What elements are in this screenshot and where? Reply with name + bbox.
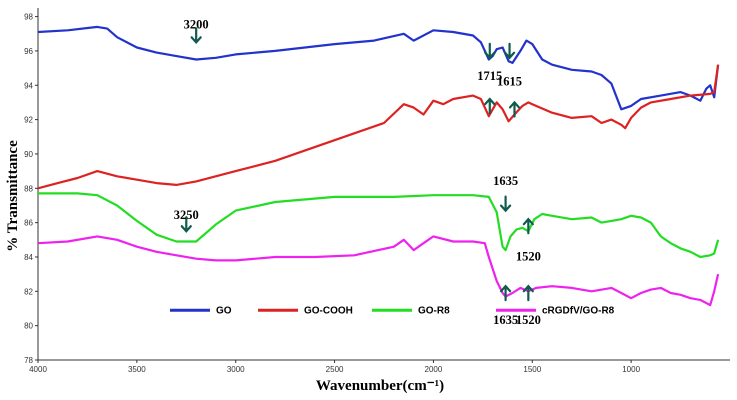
legend-label: GO-R8 [418, 306, 450, 317]
annotation-label: 1520 [516, 313, 541, 327]
legend-label: GO-COOH [304, 306, 353, 317]
series-lines [37, 25, 720, 307]
annotation-arrow [503, 42, 516, 60]
series-line-go [37, 25, 720, 111]
y-tick-label: 98 [24, 13, 33, 22]
legend-label: GO [216, 306, 232, 317]
y-tick-label: 78 [24, 356, 33, 365]
annotation-arrow [484, 42, 496, 60]
x-tick-label: 3000 [227, 365, 245, 374]
legend-label: cRGDfV/GO-R8 [542, 306, 615, 317]
x-axis-title: Wavenumber(cm⁻¹) [316, 378, 444, 394]
axes [37, 8, 730, 361]
annotation-label: 3200 [184, 18, 209, 32]
x-tick-label: 1000 [622, 365, 640, 374]
y-tick-label: 82 [24, 287, 33, 296]
annotation-arrow [180, 216, 192, 233]
y-axis-ticks: 78 80 82 84 86 88 90 92 94 96 98 [24, 13, 38, 365]
annotation-label: 3250 [174, 208, 199, 222]
annotation-arrow [522, 217, 534, 235]
annotation-label: 1715 [477, 69, 502, 83]
annotation-arrow [499, 195, 512, 213]
y-tick-label: 84 [24, 253, 33, 262]
x-axis-ticks: 4000 3500 3000 2500 2000 1500 1000 [29, 360, 641, 374]
y-tick-label: 80 [24, 322, 33, 331]
annotation-arrow [522, 284, 534, 302]
x-tick-label: 4000 [29, 365, 47, 374]
y-axis-title: % Transmittance [5, 140, 21, 252]
y-tick-label: 96 [24, 47, 33, 56]
series-line-go-r8 [38, 192, 720, 259]
annotation-arrow [484, 97, 496, 115]
legend: GO GO-COOH GO-R8 cRGDfV/GO-R8 [170, 306, 615, 317]
x-tick-label: 2000 [425, 365, 443, 374]
annotation-label: 1520 [516, 249, 541, 263]
y-tick-label: 94 [24, 81, 33, 90]
y-tick-label: 90 [24, 150, 33, 159]
y-tick-label: 88 [24, 184, 33, 193]
annotation-label: 1615 [497, 74, 522, 88]
annotation-arrow [499, 284, 512, 302]
annotation-arrow [508, 100, 521, 118]
x-tick-label: 3500 [128, 365, 146, 374]
x-tick-label: 1500 [523, 365, 541, 374]
y-tick-label: 86 [24, 219, 33, 228]
series-line-go-cooh [37, 64, 720, 190]
annotation-label: 1635 [493, 313, 518, 327]
series-line-crgdfv-go-r8 [37, 235, 720, 307]
annotation-label: 1635 [493, 174, 518, 188]
x-tick-label: 2500 [326, 365, 344, 374]
y-tick-label: 92 [24, 116, 33, 125]
annotation-arrow [190, 27, 202, 44]
